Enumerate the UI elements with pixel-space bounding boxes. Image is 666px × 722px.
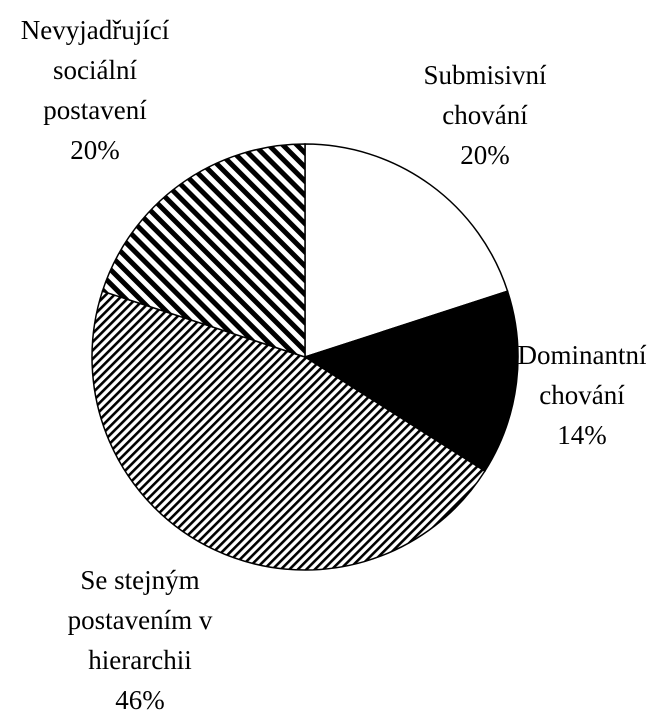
- slice-name: Submisivní chování: [423, 60, 547, 130]
- slice-value: 14%: [557, 420, 607, 450]
- slice-label: Nevyjadřující sociální postavení 20%: [21, 10, 169, 170]
- slice-value: 20%: [460, 140, 510, 170]
- pie-slice: [91, 290, 486, 571]
- pie-slice: [101, 143, 306, 359]
- slice-name: Se stejným postavením v hierarchii: [67, 565, 213, 675]
- pie-slice: [304, 143, 509, 359]
- slice-value: 46%: [115, 685, 165, 715]
- slice-value: 20%: [70, 135, 120, 165]
- slice-label: Dominantní chování 14%: [518, 335, 647, 455]
- slice-label: Se stejným postavením v hierarchii 46%: [68, 560, 213, 720]
- slice-name: Dominantní chování: [517, 340, 647, 410]
- slice-label: Submisivní chování 20%: [423, 55, 546, 175]
- pie-slice: [303, 290, 519, 473]
- slice-name: Nevyjadřující sociální postavení: [20, 15, 170, 125]
